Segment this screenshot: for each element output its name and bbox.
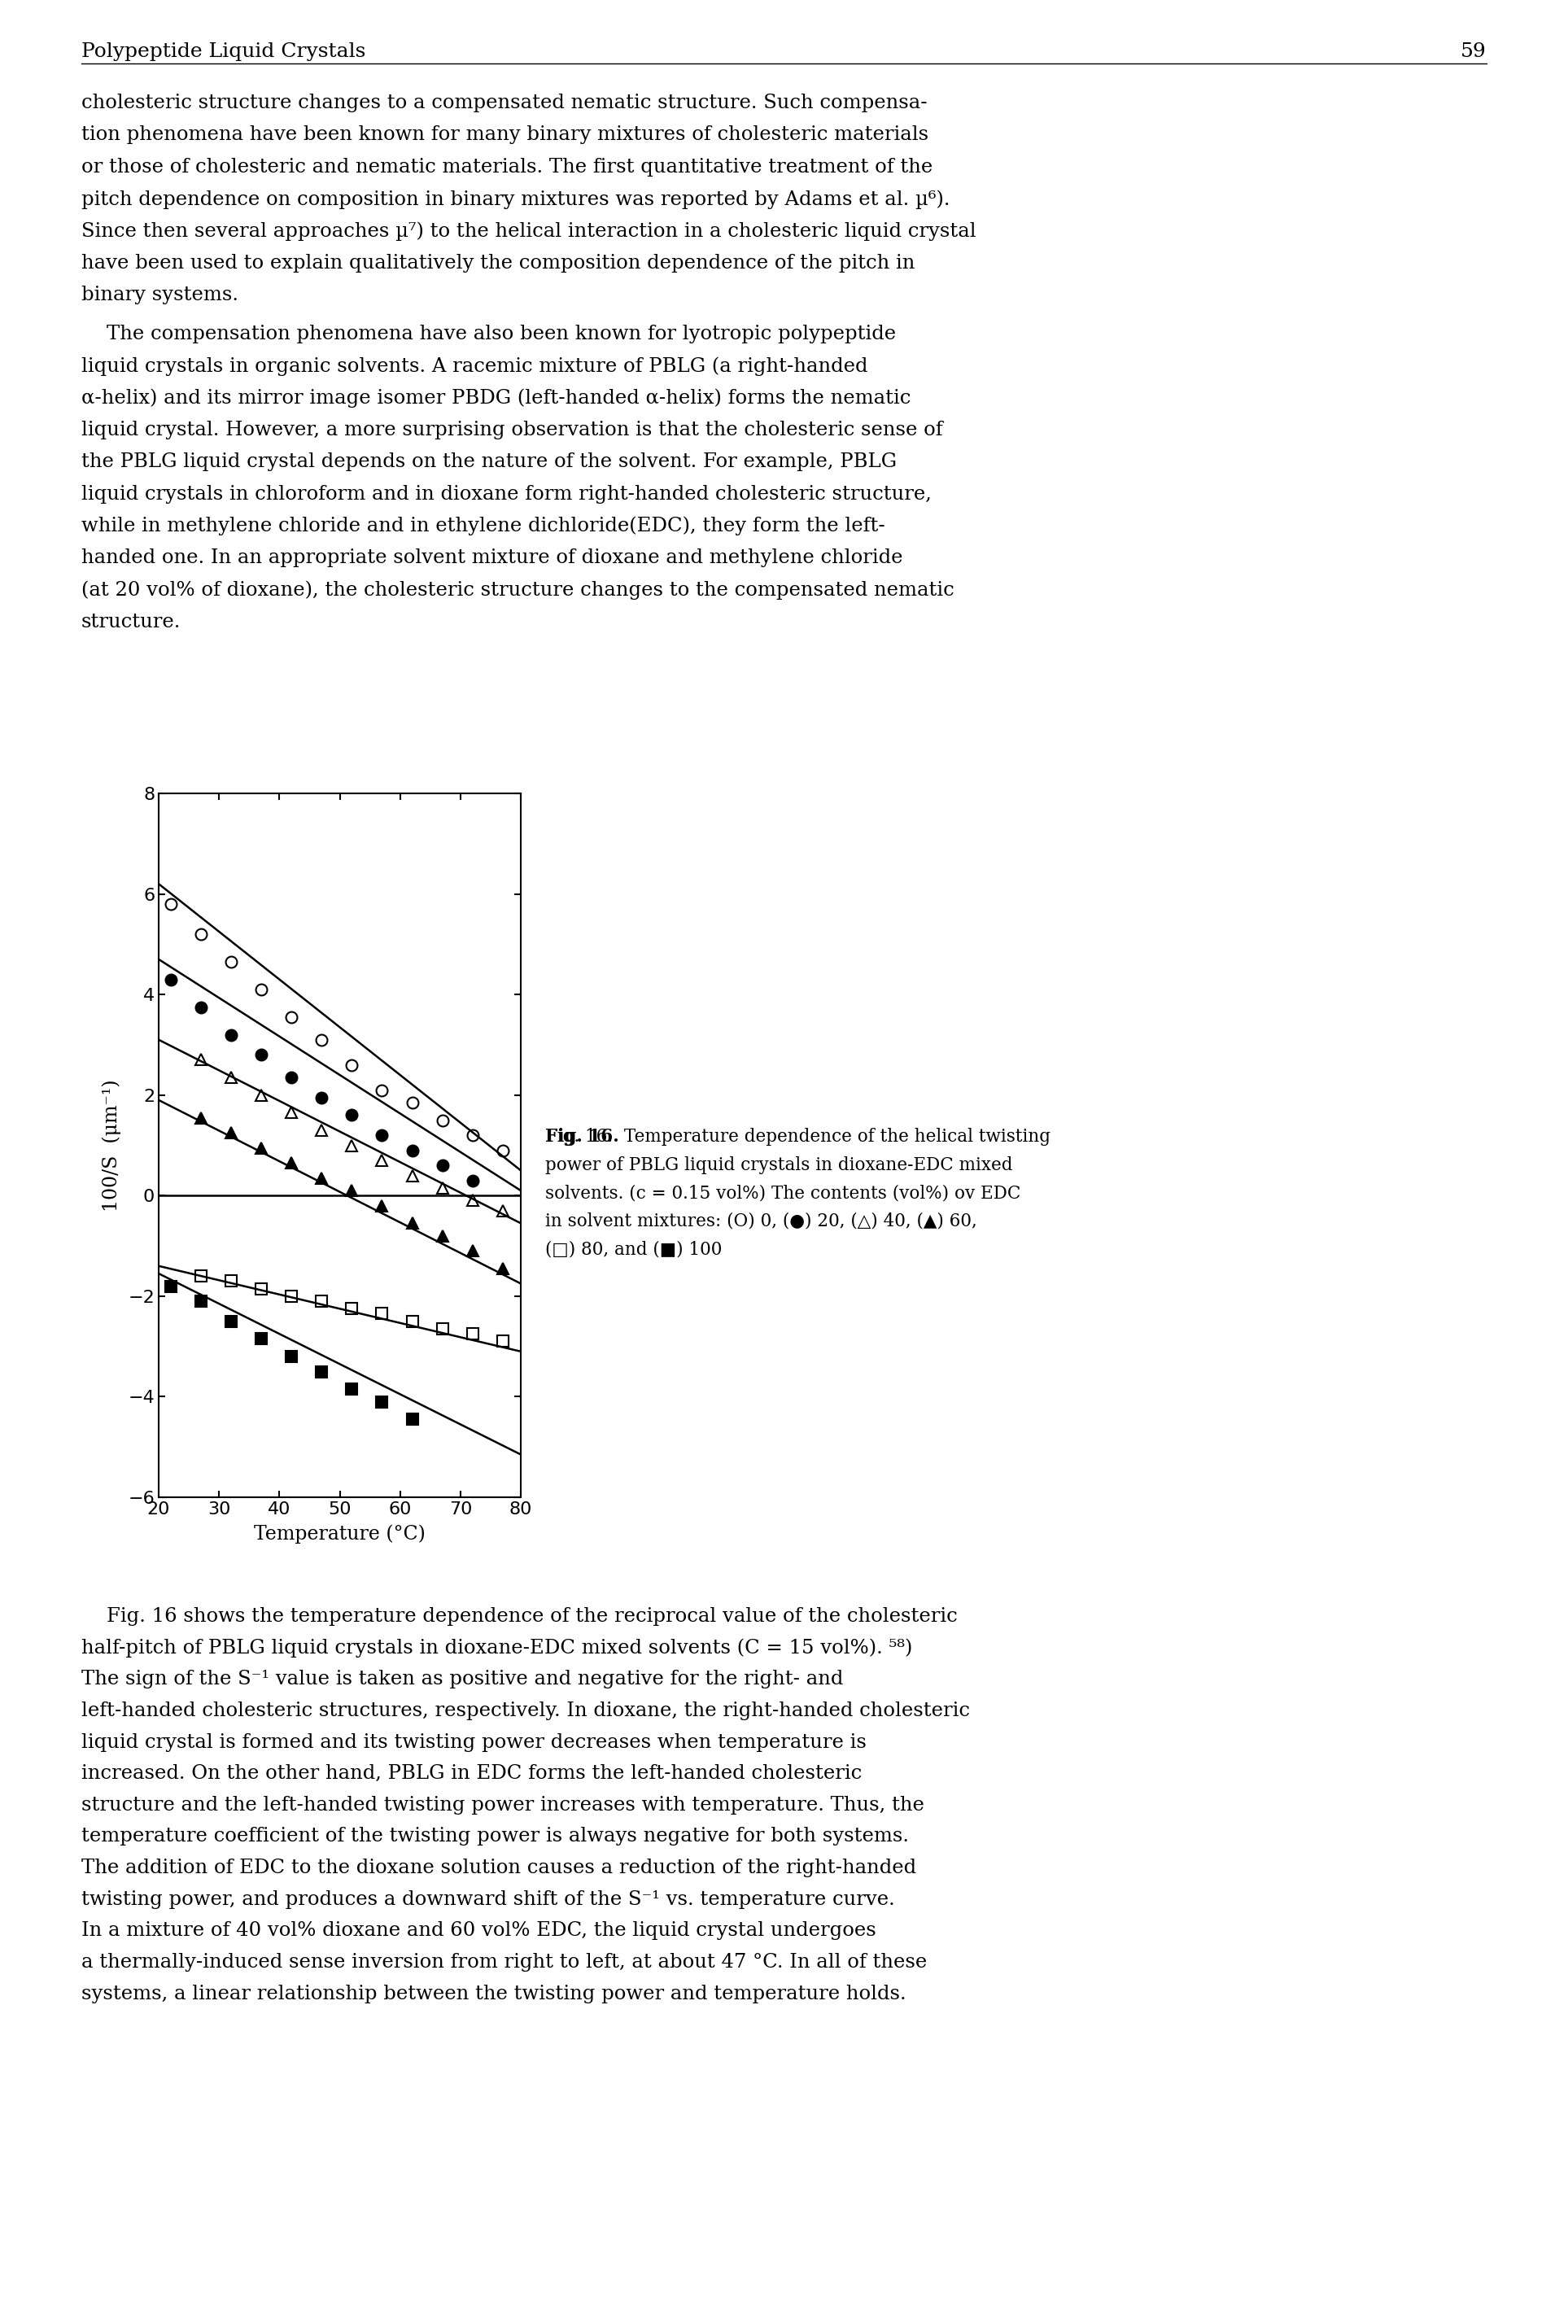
Text: liquid crystals in chloroform and in dioxane form right-handed cholesteric struc: liquid crystals in chloroform and in dio… [82,486,931,504]
Text: Fig. 16.  Temperature dependence of the helical twisting: Fig. 16. Temperature dependence of the h… [546,1127,1051,1146]
Text: tion phenomena have been known for many binary mixtures of cholesteric materials: tion phenomena have been known for many … [82,125,928,144]
Text: left-handed cholesteric structures, respectively. In dioxane, the right-handed c: left-handed cholesteric structures, resp… [82,1701,971,1720]
Text: structure and the left-handed twisting power increases with temperature. Thus, t: structure and the left-handed twisting p… [82,1796,924,1815]
Text: The sign of the S⁻¹ value is taken as positive and negative for the right- and: The sign of the S⁻¹ value is taken as po… [82,1671,844,1690]
Text: increased. On the other hand, PBLG in EDC forms the left-handed cholesteric: increased. On the other hand, PBLG in ED… [82,1764,862,1783]
Text: a thermally-induced sense inversion from right to left, at about 47 °C. In all o: a thermally-induced sense inversion from… [82,1952,927,1971]
Text: liquid crystal is formed and its twisting power decreases when temperature is: liquid crystal is formed and its twistin… [82,1734,867,1752]
Y-axis label: 100/S  (μm⁻¹): 100/S (μm⁻¹) [102,1078,121,1211]
Text: liquid crystals in organic solvents. A racemic mixture of PBLG (a right-handed: liquid crystals in organic solvents. A r… [82,356,867,376]
Text: The addition of EDC to the dioxane solution causes a reduction of the right-hand: The addition of EDC to the dioxane solut… [82,1859,916,1878]
Text: 59: 59 [1461,42,1486,60]
Text: cholesteric structure changes to a compensated nematic structure. Such compensa-: cholesteric structure changes to a compe… [82,93,927,112]
Text: in solvent mixtures: (O) 0, (●) 20, (△) 40, (▲) 60,: in solvent mixtures: (O) 0, (●) 20, (△) … [546,1213,977,1229]
Text: pitch dependence on composition in binary mixtures was reported by Adams et al. : pitch dependence on composition in binar… [82,191,950,209]
Text: Polypeptide Liquid Crystals: Polypeptide Liquid Crystals [82,42,365,60]
Text: α-helix) and its mirror image isomer PBDG (left-handed α-helix) forms the nemati: α-helix) and its mirror image isomer PBD… [82,388,911,407]
Text: solvents. (c = 0.15 vol%) The contents (vol%) ov EDC: solvents. (c = 0.15 vol%) The contents (… [546,1183,1021,1202]
Text: Fig. 16.: Fig. 16. [546,1127,619,1146]
Text: (□) 80, and (■) 100: (□) 80, and (■) 100 [546,1241,721,1257]
Text: power of PBLG liquid crystals in dioxane-EDC mixed: power of PBLG liquid crystals in dioxane… [546,1155,1013,1174]
Text: twisting power, and produces a downward shift of the S⁻¹ vs. temperature curve.: twisting power, and produces a downward … [82,1889,895,1908]
Text: The compensation phenomena have also been known for lyotropic polypeptide: The compensation phenomena have also bee… [82,325,895,344]
Text: have been used to explain qualitatively the composition dependence of the pitch : have been used to explain qualitatively … [82,253,914,272]
Text: handed one. In an appropriate solvent mixture of dioxane and methylene chloride: handed one. In an appropriate solvent mi… [82,548,903,567]
Text: half-pitch of PBLG liquid crystals in dioxane-EDC mixed solvents (C = 15 vol%). : half-pitch of PBLG liquid crystals in di… [82,1638,913,1657]
X-axis label: Temperature (°C): Temperature (°C) [254,1525,425,1543]
Text: Since then several approaches µ⁷) to the helical interaction in a cholesteric li: Since then several approaches µ⁷) to the… [82,221,977,242]
Text: liquid crystal. However, a more surprising observation is that the cholesteric s: liquid crystal. However, a more surprisi… [82,421,942,439]
Text: or those of cholesteric and nematic materials. The first quantitative treatment : or those of cholesteric and nematic mate… [82,158,933,177]
Text: binary systems.: binary systems. [82,286,238,304]
Text: systems, a linear relationship between the twisting power and temperature holds.: systems, a linear relationship between t… [82,1985,906,2003]
Text: In a mixture of 40 vol% dioxane and 60 vol% EDC, the liquid crystal undergoes: In a mixture of 40 vol% dioxane and 60 v… [82,1922,877,1941]
Text: Fig. 16 shows the temperature dependence of the reciprocal value of the choleste: Fig. 16 shows the temperature dependence… [82,1608,958,1627]
Text: (at 20 vol% of dioxane), the cholesteric structure changes to the compensated ne: (at 20 vol% of dioxane), the cholesteric… [82,581,955,600]
Text: structure.: structure. [82,614,180,632]
Text: temperature coefficient of the twisting power is always negative for both system: temperature coefficient of the twisting … [82,1827,909,1845]
Text: while in methylene chloride and in ethylene dichloride(EDC), they form the left-: while in methylene chloride and in ethyl… [82,516,884,537]
Text: the PBLG liquid crystal depends on the nature of the solvent. For example, PBLG: the PBLG liquid crystal depends on the n… [82,453,897,472]
